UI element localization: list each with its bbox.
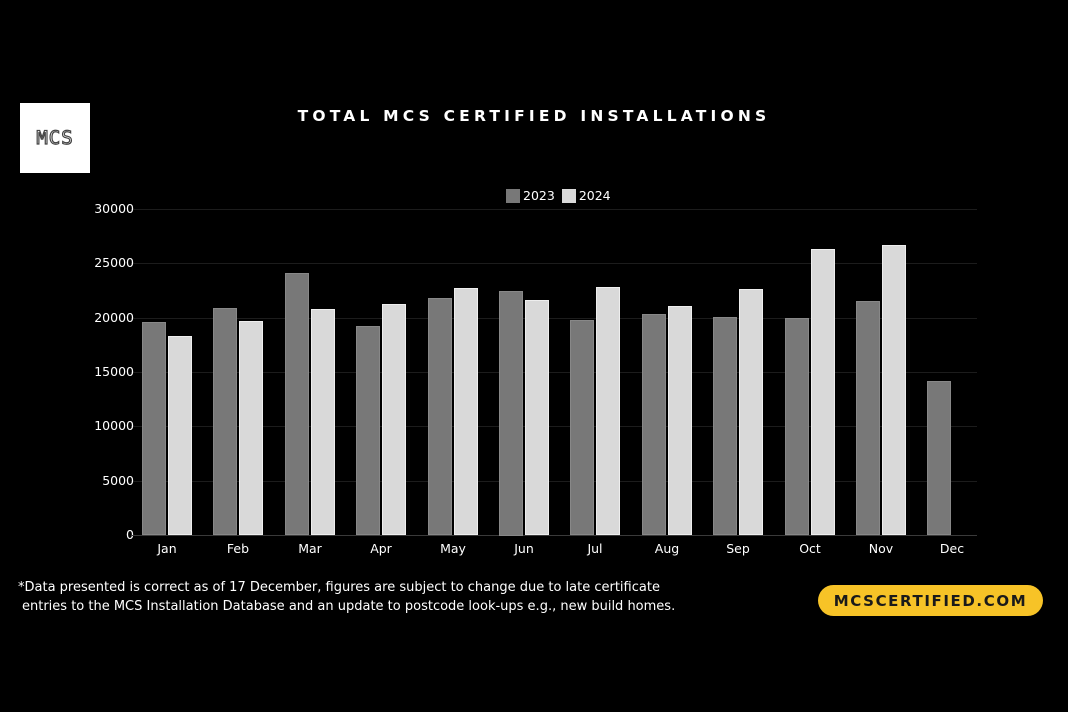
logo-text: MCS [36, 126, 74, 149]
gridline [131, 372, 977, 373]
x-tick-label: Aug [654, 541, 680, 556]
bar-2023-jul [570, 320, 594, 535]
footnote-line-1: *Data presented is correct as of 17 Dece… [18, 580, 660, 595]
legend-label: 2024 [578, 188, 611, 203]
gridline [131, 263, 977, 264]
x-tick-label: Oct [799, 541, 821, 556]
bar-2023-aug [642, 314, 666, 535]
bar-2023-nov [856, 301, 880, 535]
website-link-button[interactable]: MCSCERTIFIED.COM [818, 585, 1043, 616]
bar-2024-nov [882, 245, 906, 535]
x-tick-label: Feb [226, 541, 250, 556]
chart-legend: 2023 2024 [506, 188, 618, 203]
bar-2023-apr [356, 326, 380, 535]
legend-label: 2023 [523, 188, 555, 203]
y-tick-label: 0 [82, 527, 134, 542]
legend-swatch-2024 [561, 188, 576, 203]
x-tick-label: Jan [157, 541, 177, 556]
x-tick-label: Apr [370, 541, 392, 556]
bar-2023-mar [285, 273, 309, 535]
x-tick-label: Mar [298, 541, 322, 556]
bar-2023-may [428, 298, 452, 535]
bar-2024-jan [168, 336, 192, 535]
bar-2023-dec [927, 381, 951, 535]
bar-2023-jan [142, 322, 166, 535]
x-tick-label: Jul [587, 541, 603, 556]
footnote: *Data presented is correct as of 17 Dece… [18, 578, 675, 616]
bar-2023-oct [785, 318, 809, 535]
y-tick-label: 25000 [94, 255, 134, 270]
y-tick-label: 5000 [102, 473, 134, 488]
x-tick-label: Dec [939, 541, 965, 556]
y-tick-label: 15000 [94, 364, 134, 379]
x-axis-line [131, 535, 977, 536]
bar-2024-feb [239, 321, 263, 535]
y-tick-label: 20000 [94, 310, 134, 325]
y-tick-label: 30000 [94, 201, 134, 216]
legend-item-2023: 2023 [506, 188, 555, 203]
gridline [131, 426, 977, 427]
bar-2023-jun [499, 291, 523, 536]
bar-2024-oct [811, 249, 835, 535]
footnote-line-2: entries to the MCS Installation Database… [22, 599, 676, 614]
gridline [131, 318, 977, 319]
bar-2023-feb [213, 308, 237, 535]
legend-swatch-2023 [506, 188, 520, 203]
bar-2024-aug [668, 306, 692, 535]
y-tick-label: 10000 [94, 418, 134, 433]
x-tick-label: Sep [726, 541, 750, 556]
x-tick-label: May [440, 541, 466, 556]
bar-2024-may [454, 288, 478, 535]
legend-item-2024: 2024 [561, 188, 611, 203]
x-tick-label: Jun [514, 541, 534, 556]
bar-2023-sep [713, 317, 737, 535]
bar-2024-apr [382, 304, 406, 535]
gridline [131, 481, 977, 482]
gridline [131, 209, 977, 210]
chart-title: TOTAL MCS CERTIFIED INSTALLATIONS [297, 107, 771, 125]
x-tick-label: Nov [868, 541, 894, 556]
bar-2024-jul [596, 287, 620, 535]
bar-2024-jun [525, 300, 549, 535]
bar-2024-mar [311, 309, 335, 535]
mcs-logo: MCS [20, 103, 90, 173]
bar-2024-sep [739, 289, 763, 535]
